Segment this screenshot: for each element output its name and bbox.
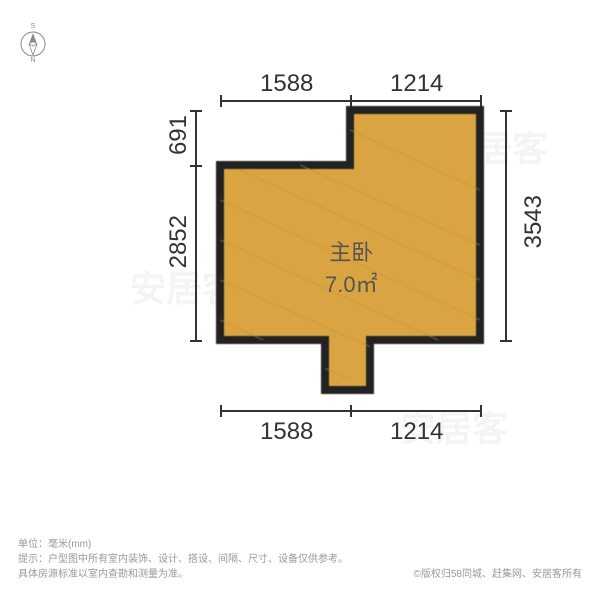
room-label: 主卧 7.0㎡ <box>325 235 378 299</box>
dim-top-left: 1588 <box>260 70 313 98</box>
dim-line-right <box>505 110 507 340</box>
compass: S N <box>18 20 48 67</box>
footer-hint: 提示：户型图中所有室内装饰、设计、搭设、间隔、尺寸、设备仅供参考。 <box>18 552 348 567</box>
footer-copyright: ©版权归58同城、赶集网、安居客所有 <box>414 567 583 582</box>
room-area: 7.0㎡ <box>325 267 378 299</box>
footer-left: 单位：毫米(mm) 提示：户型图中所有室内装饰、设计、搭设、间隔、尺寸、设备仅供… <box>18 537 348 582</box>
footer-unit: 单位：毫米(mm) <box>18 537 348 552</box>
dim-bottom-right: 1214 <box>390 418 443 446</box>
dim-right: 3543 <box>520 195 548 248</box>
compass-s: S <box>31 23 36 30</box>
room-name: 主卧 <box>325 235 378 267</box>
footer: 单位：毫米(mm) 提示：户型图中所有室内装饰、设计、搭设、间隔、尺寸、设备仅供… <box>18 537 582 582</box>
floor-plan: 1588 1214 691 2852 3543 1588 1214 主卧 7.0… <box>100 100 500 480</box>
dim-top-right: 1214 <box>390 70 443 98</box>
room-shape <box>100 100 500 420</box>
dim-bottom-left: 1588 <box>260 418 313 446</box>
compass-n: N <box>30 57 35 62</box>
footer-hint2: 具体房源标准以室内查勘和测量为准。 <box>18 567 348 582</box>
